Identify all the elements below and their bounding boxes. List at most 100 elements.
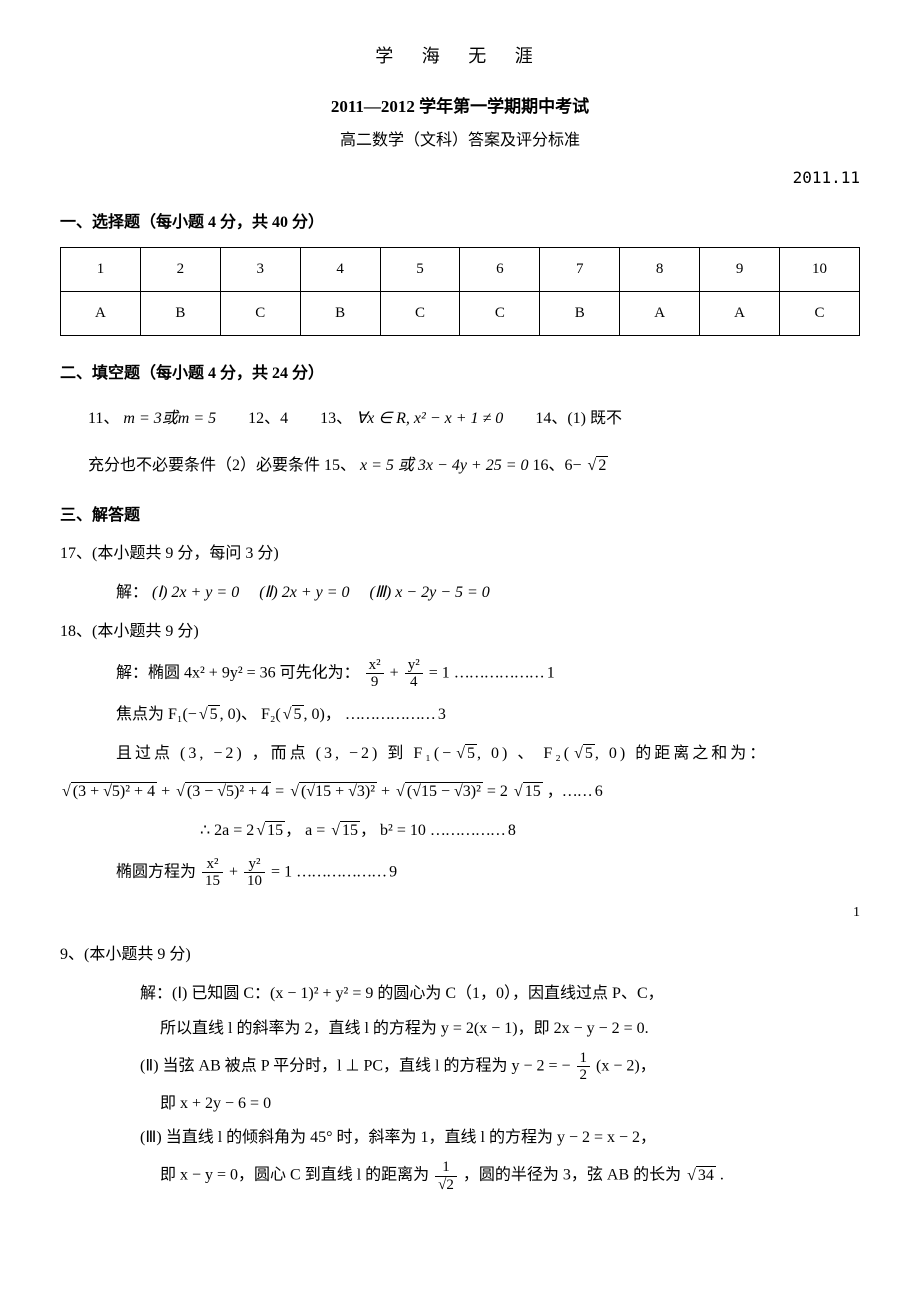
- q18-line1: 解：椭圆 4x² + 9y² = 36 可先化为： x² 9 + y² 4 = …: [60, 657, 860, 691]
- dots-label: …………… 8: [430, 822, 515, 839]
- frac-num: y²: [405, 657, 423, 675]
- sqrt-icon: (√15 − √3)²: [394, 778, 483, 807]
- sqrt-icon: 15: [254, 817, 285, 846]
- q18-l2b: , 0)、 F₂(: [220, 706, 281, 723]
- sqrt-icon: 5: [572, 740, 595, 769]
- sqrt-icon: (√15 + √3)²: [288, 778, 377, 807]
- sqrt-icon: (3 − √5)² + 4: [174, 778, 271, 807]
- q18-l1a: 解：椭圆 4x² + 9y² = 36 可先化为：: [116, 664, 360, 681]
- sqrt-rad: 5: [465, 744, 477, 762]
- table-row: A B C B C C B A A C: [61, 292, 860, 336]
- q18-line2: 焦点为 F₁(−5, 0)、 F₂(5, 0)， ……………… 3: [60, 701, 860, 730]
- frac-den: 2: [577, 1067, 591, 1084]
- fill-line-2: 充分也不必要条件（2）必要条件 15、 x = 5 或 3x − 4y + 25…: [60, 448, 860, 483]
- frac: 1 √2: [435, 1159, 457, 1193]
- cell: 1: [61, 248, 141, 292]
- cell: C: [460, 292, 540, 336]
- q17-head: 17、(本小题共 9 分，每问 3 分): [60, 540, 860, 569]
- answers-table: 1 2 3 4 5 6 7 8 9 10 A B C B C C B A A C: [60, 247, 860, 336]
- q9-line4: 即 x + 2y − 6 = 0: [160, 1090, 860, 1119]
- cell: A: [61, 292, 141, 336]
- q11-pre: 11、: [88, 410, 119, 427]
- q18-l6b: = 1: [271, 864, 292, 881]
- q9-line3: (Ⅱ) 当弦 AB 被点 P 平分时，l ⊥ PC，直线 l 的方程为 y − …: [140, 1050, 860, 1084]
- sqrt-icon: 15: [329, 817, 360, 846]
- sqrt-icon: 5: [197, 701, 220, 730]
- cell: 2: [140, 248, 220, 292]
- sqrt-rad: 15: [523, 782, 543, 800]
- q13-math: ∀x ∈ R, x² − x + 1 ≠ 0: [356, 410, 503, 427]
- frac-num: 1: [435, 1159, 457, 1177]
- frac-num: 1: [577, 1050, 591, 1068]
- dots-label: ……………… 3: [345, 706, 445, 723]
- sqrt-rad: 5: [292, 705, 304, 723]
- frac-num: y²: [244, 856, 265, 874]
- q17-iii: (Ⅲ) x − 2y − 5 = 0: [370, 584, 490, 601]
- q18-l3a: 且过点 (3, −2) ，而点 (3, −2) 到 F₁(−: [116, 745, 454, 762]
- q18-l5a: ∴ 2a = 2: [200, 822, 254, 839]
- q18-l2a: 焦点为 F₁(−: [116, 706, 197, 723]
- sqrt-rad: (3 − √5)² + 4: [185, 782, 271, 800]
- section2-heading: 二、填空题（每小题 4 分，共 24 分）: [60, 360, 860, 389]
- cell: 5: [380, 248, 460, 292]
- cell: C: [220, 292, 300, 336]
- dots-label: ……………… 1: [454, 664, 554, 681]
- q9-l6a: 即 x − y = 0，圆心 C 到直线 l 的距离为: [160, 1167, 433, 1184]
- frac-den: 10: [244, 873, 265, 890]
- q18-l2c: , 0)，: [304, 706, 341, 723]
- exam-subtitle: 高二数学（文科）答案及评分标准: [60, 127, 860, 156]
- q9-l6b: ，圆的半径为 3，弦 AB 的长为: [463, 1167, 685, 1184]
- cell: B: [140, 292, 220, 336]
- frac-den: 15: [202, 873, 223, 890]
- cell: 6: [460, 248, 540, 292]
- q18-l3c: , 0) 的距离之和为：: [595, 745, 768, 762]
- frac-num: x²: [366, 657, 384, 675]
- cell: C: [780, 292, 860, 336]
- q17-ii: (Ⅱ) 2x + y = 0: [259, 584, 349, 601]
- q18-l5c: ， b² = 10: [360, 822, 426, 839]
- dots-label: ……………… 9: [296, 864, 396, 881]
- sqrt-icon: 2: [586, 448, 609, 483]
- sqrt-rad: 5: [583, 744, 595, 762]
- q9-l3a: (Ⅱ) 当弦 AB 被点 P 平分时，l ⊥ PC，直线 l 的方程为 y − …: [140, 1057, 571, 1074]
- cell: B: [300, 292, 380, 336]
- cell: 4: [300, 248, 380, 292]
- page-header-top: 学 海 无 涯: [60, 40, 860, 72]
- plus: +: [390, 664, 403, 681]
- plus: +: [381, 783, 394, 800]
- sqrt-icon: (3 + √5)² + 4: [60, 778, 157, 807]
- fill-2b: x = 5 或 3x − 4y + 25 = 0: [360, 457, 529, 474]
- sqrt-icon: 5: [281, 701, 304, 730]
- eq: = 2: [487, 783, 508, 800]
- exam-title: 2011—2012 学年第一学期期中考试: [60, 92, 860, 123]
- fill-2c: 16、6−: [533, 457, 582, 474]
- q18-line6: 椭圆方程为 x² 15 + y² 10 = 1 ……………… 9: [60, 856, 860, 890]
- sqrt-rad: (√15 − √3)²: [405, 782, 483, 800]
- section1-heading: 一、选择题（每小题 4 分，共 40 分）: [60, 209, 860, 238]
- q17-i: (Ⅰ) 2x + y = 0: [152, 584, 239, 601]
- cell: B: [540, 292, 620, 336]
- frac: x² 15: [202, 856, 223, 890]
- q18-l5b: ， a =: [285, 822, 329, 839]
- cell: 3: [220, 248, 300, 292]
- frac: y² 4: [405, 657, 423, 691]
- cell: 7: [540, 248, 620, 292]
- cell: 8: [620, 248, 700, 292]
- plus: +: [161, 783, 174, 800]
- q18-line3: 且过点 (3, −2) ，而点 (3, −2) 到 F₁(−5, 0) 、 F₂…: [60, 740, 860, 769]
- eq: =: [275, 783, 288, 800]
- sqrt-rad: (3 + √5)² + 4: [71, 782, 157, 800]
- frac-num: x²: [202, 856, 223, 874]
- exam-date: 2011.11: [60, 164, 860, 193]
- fill-line-1: 11、 m = 3或m = 5 12、4 13、 ∀x ∈ R, x² − x …: [60, 401, 860, 436]
- fill-2a: 充分也不必要条件（2）必要条件 15、: [88, 457, 356, 474]
- sqrt-icon: 5: [454, 740, 477, 769]
- sqrt-rad: 5: [208, 705, 220, 723]
- cell: A: [620, 292, 700, 336]
- frac-den: √2: [435, 1177, 457, 1194]
- q17-label: 解：: [116, 584, 148, 601]
- cell: A: [700, 292, 780, 336]
- table-row: 1 2 3 4 5 6 7 8 9 10: [61, 248, 860, 292]
- q18-l1b: = 1: [429, 664, 450, 681]
- sqrt-icon: 15: [512, 778, 543, 807]
